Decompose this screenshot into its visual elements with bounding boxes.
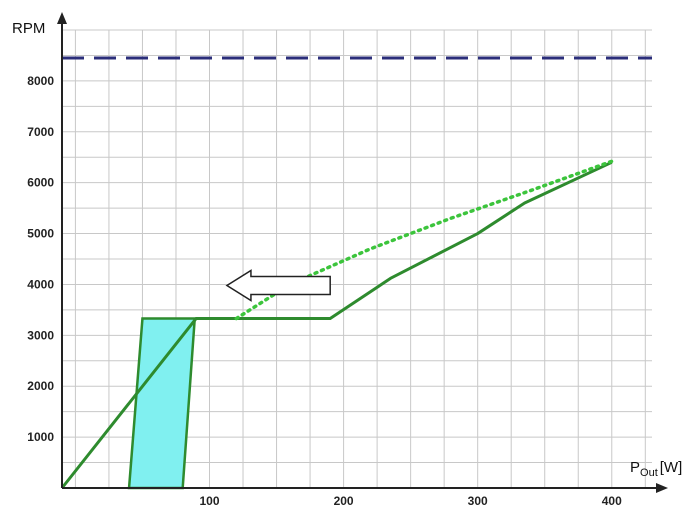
x-axis-label-main: P <box>630 459 640 476</box>
y-tick-label: 6000 <box>27 176 54 190</box>
x-tick-label: 400 <box>602 494 622 508</box>
shaded-regions <box>127 317 197 490</box>
x-tick-label: 100 <box>199 494 219 508</box>
x-axis-label: POut [W] <box>630 459 682 479</box>
x-axis-label-subscript: Out <box>640 467 658 479</box>
left-arrow-annotation <box>225 269 331 302</box>
y-tick-label: 7000 <box>27 125 54 139</box>
grid <box>62 29 652 488</box>
series-lines <box>60 56 652 489</box>
annotations <box>225 269 331 302</box>
x-axis-label-unit: [W] <box>660 459 683 476</box>
y-tick-label: 3000 <box>27 328 54 342</box>
shaded-region-0 <box>127 317 197 490</box>
y-axis-label: RPM <box>12 20 45 37</box>
y-axis-arrowhead <box>57 12 67 24</box>
y-tick-label: 5000 <box>27 227 54 241</box>
y-tick-label: 2000 <box>27 379 54 393</box>
x-tick-label: 200 <box>334 494 354 508</box>
series-line-solid <box>60 160 613 489</box>
y-tick-label: 4000 <box>27 277 54 291</box>
y-tick-label: 8000 <box>27 74 54 88</box>
series-line-dotted <box>234 159 614 321</box>
x-tick-label: 300 <box>468 494 488 508</box>
axes <box>57 12 668 493</box>
y-tick-label: 1000 <box>27 430 54 444</box>
x-axis-arrowhead <box>656 483 668 493</box>
tick-labels: 100 200 300 400 1000 2000 3000 4000 5000 6000 7000… <box>27 74 622 508</box>
